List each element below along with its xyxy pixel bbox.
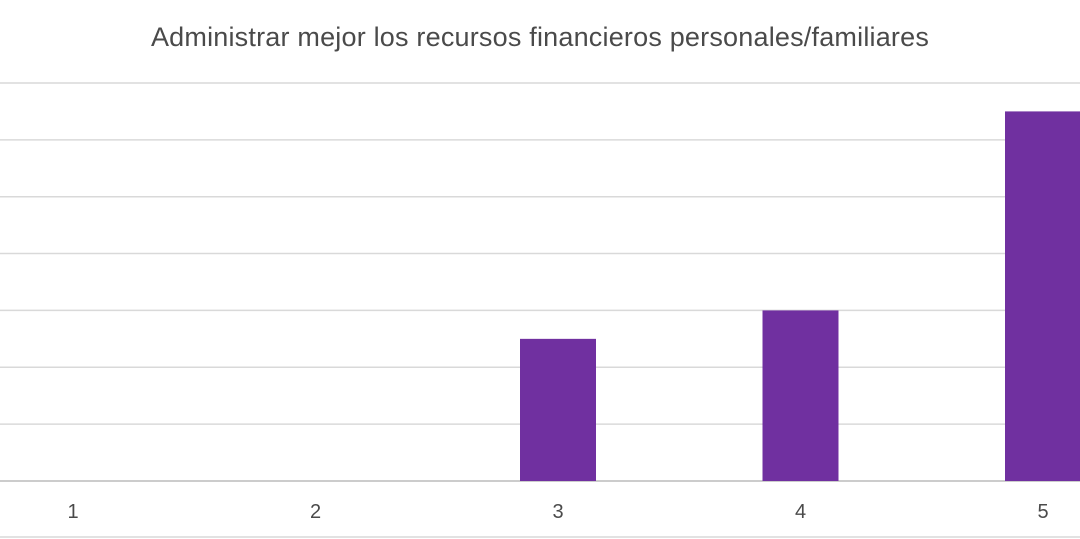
bar-3 [520,338,596,481]
x-tick-label-2: 2 [310,501,321,523]
x-tick-label-3: 3 [552,501,563,523]
x-tick-label-1: 1 [67,501,78,523]
bars [520,111,1080,481]
x-tick-label-5: 5 [1037,501,1048,523]
bar-4 [762,310,839,481]
bar-5 [1005,111,1080,481]
x-axis-tick-labels: 1 2 3 4 5 [67,501,1048,523]
x-tick-label-4: 4 [795,501,806,523]
chart-title: Administrar mejor los recursos financier… [150,22,930,52]
